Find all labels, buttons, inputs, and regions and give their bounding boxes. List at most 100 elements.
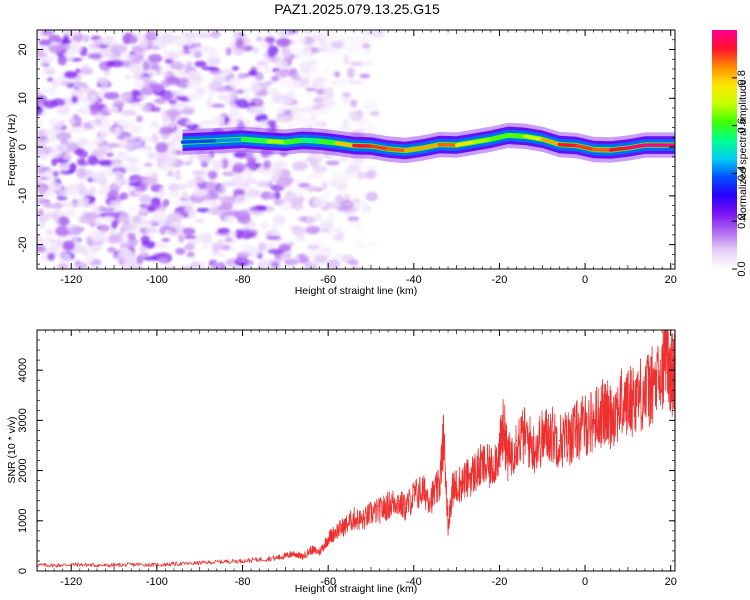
noise-blob: [347, 259, 359, 266]
snr-point: [584, 424, 586, 426]
noise-blob: [151, 200, 161, 211]
noise-blob: [129, 140, 143, 148]
noise-blob: [57, 262, 69, 269]
noise-blob: [305, 225, 320, 235]
noise-blob: [327, 259, 340, 269]
noise-blob: [77, 161, 89, 167]
noise-blob: [233, 150, 248, 159]
noise-blob: [348, 220, 361, 227]
noise-blob: [236, 251, 252, 257]
noise-blob: [109, 106, 119, 114]
noise-blob: [218, 185, 227, 195]
noise-blob: [151, 82, 164, 92]
noise-blob: [47, 252, 55, 261]
noise-blob: [350, 99, 358, 108]
noise-blob: [117, 217, 131, 224]
noise-blob: [280, 201, 292, 211]
colorbar-ticks: 0.0 0.2 0.4 0.6 0.8: [732, 70, 748, 277]
noise-blob: [88, 119, 100, 125]
noise-blob: [210, 242, 225, 250]
noise-blob: [37, 105, 44, 116]
noise-blob: [292, 73, 301, 82]
noise-blob: [346, 67, 356, 79]
noise-blob: [138, 245, 147, 253]
noise-blob: [112, 119, 128, 125]
noise-blob: [111, 161, 123, 168]
noise-blob: [45, 69, 55, 75]
noise-blob: [225, 47, 232, 56]
noise-blob: [141, 105, 153, 113]
noise-blob: [270, 224, 278, 233]
noise-blob: [209, 201, 221, 209]
noise-blob: [366, 241, 377, 248]
noise-blob: [247, 70, 258, 77]
noise-blob: [88, 242, 102, 253]
noise-blob: [60, 201, 75, 208]
x-tick-label: -120: [60, 576, 82, 588]
noise-blob: [86, 140, 95, 149]
noise-blob: [58, 252, 72, 264]
noise-blob: [150, 106, 162, 113]
noise-blob: [127, 232, 136, 241]
noise-blob: [228, 111, 238, 120]
noise-blob: [157, 155, 169, 163]
y-tick-label: 20: [17, 43, 29, 55]
noise-blob: [333, 71, 341, 78]
noise-blob: [187, 70, 203, 75]
figure-title: PAZ1.2025.079.13.25.G15: [274, 1, 440, 17]
snr-point: [413, 495, 415, 497]
noise-blob: [238, 72, 246, 81]
noise-blob: [232, 45, 245, 56]
noise-blob: [330, 48, 340, 56]
noise-blob: [88, 102, 105, 111]
noise-blob: [207, 91, 215, 99]
noise-blob: [136, 115, 143, 123]
noise-blob: [297, 46, 312, 56]
noise-blob: [91, 171, 102, 183]
noise-blob: [136, 176, 148, 181]
noise-blob: [182, 44, 190, 51]
noise-blob: [334, 177, 349, 186]
noise-blob: [65, 141, 78, 152]
y-tick-label: -20: [17, 237, 29, 253]
noise-blob: [194, 87, 207, 94]
ridge-core-segment: [180, 138, 219, 144]
noise-blob: [85, 253, 95, 264]
x-tick-label: -20: [491, 274, 507, 286]
snr-plot-area: [37, 330, 675, 568]
noise-blob: [228, 246, 237, 252]
ridge-core-segment: [454, 140, 476, 147]
noise-blob: [322, 87, 335, 99]
noise-blob: [102, 215, 112, 223]
noise-blob: [143, 162, 153, 167]
ridge-core-band: [182, 132, 675, 154]
colorbar-tick-label: 0.0: [736, 261, 748, 276]
noise-blob: [306, 244, 321, 250]
noise-blob: [55, 211, 72, 216]
noise-blob: [185, 61, 193, 72]
noise-blob: [124, 32, 132, 39]
noise-blob: [139, 219, 153, 226]
noise-blob: [314, 255, 328, 263]
noise-blob: [196, 32, 213, 39]
snr-point: [635, 394, 638, 396]
noise-blob: [99, 224, 109, 234]
noise-blob: [237, 214, 252, 225]
noise-blob: [56, 131, 72, 141]
noise-blob: [366, 123, 378, 135]
noise-blob: [138, 194, 152, 204]
noise-blob: [327, 228, 336, 238]
ridge-core-segment: [574, 143, 596, 152]
noise-blob: [291, 197, 303, 205]
noise-blob: [322, 189, 331, 199]
noise-blob: [201, 66, 217, 71]
noise-blob: [56, 105, 70, 115]
noise-blob: [262, 160, 272, 170]
noise-blob: [341, 191, 352, 200]
noise-blob: [311, 111, 319, 120]
noise-blob: [321, 181, 328, 190]
noise-blob: [187, 152, 195, 164]
noise-blob: [37, 197, 46, 204]
